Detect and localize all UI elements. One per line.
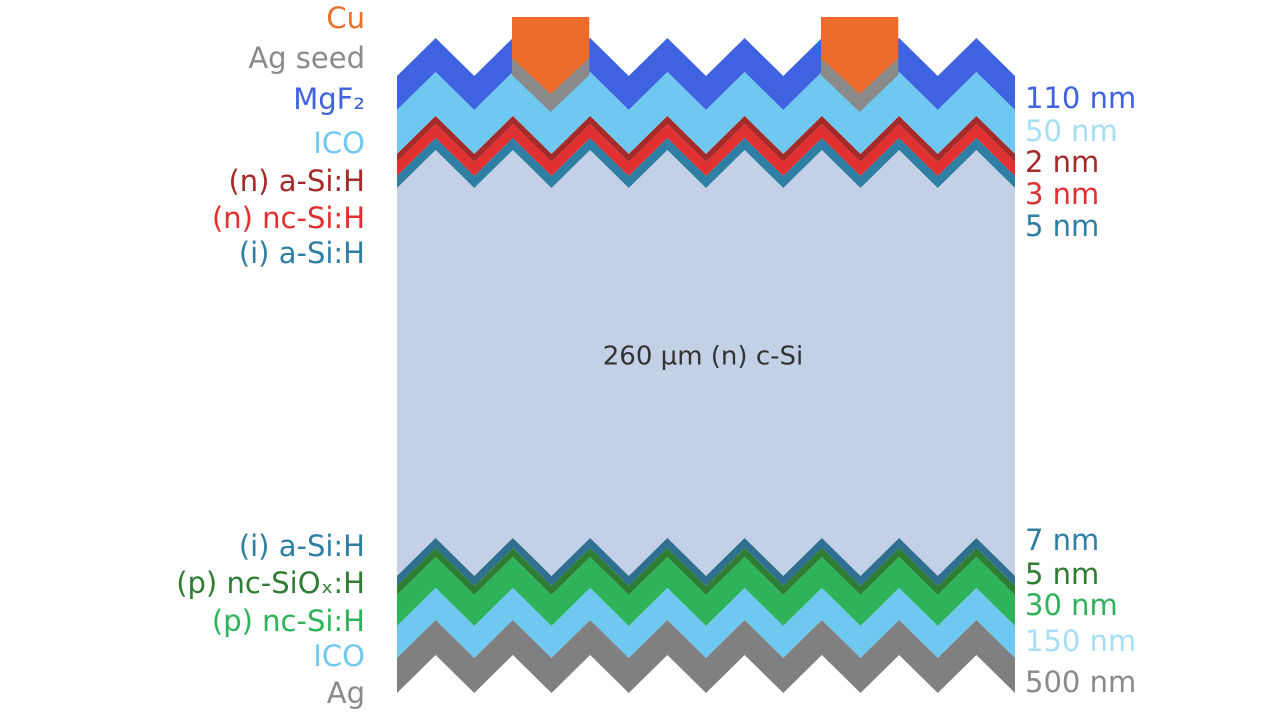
- layer-label: ICO: [313, 126, 365, 160]
- layer-label: (i) a-Si:H: [239, 236, 365, 270]
- layer-stack: [397, 17, 1015, 693]
- layer-label: (i) a-Si:H: [239, 529, 365, 563]
- layer-label: ICO: [313, 639, 365, 673]
- n-nc-si-layer: [397, 124, 1015, 176]
- i-a-si-layer: [397, 138, 1015, 188]
- thickness-label: 3 nm: [1025, 177, 1099, 211]
- layer-label: MgF₂: [293, 82, 365, 116]
- cu-finger: [821, 17, 899, 94]
- thickness-label: 110 nm: [1025, 81, 1136, 115]
- i-a-si-layer: [397, 538, 1015, 586]
- thickness-label: 5 nm: [1025, 557, 1099, 591]
- layer-label: (n) a-Si:H: [228, 164, 365, 198]
- ico-layer: [397, 588, 1015, 658]
- thickness-label: 500 nm: [1025, 665, 1136, 699]
- layer-label: (p) nc-SiOₓ:H: [176, 566, 365, 600]
- center-label: 260 µm (n) c-Si: [603, 342, 803, 372]
- thickness-label: 2 nm: [1025, 145, 1099, 179]
- ico-layer: [397, 72, 1015, 154]
- layer-label: (p) nc-Si:H: [212, 604, 365, 638]
- thickness-label: 5 nm: [1025, 209, 1099, 243]
- layer-label: Ag: [327, 676, 365, 710]
- thickness-label: 50 nm: [1025, 114, 1118, 148]
- thickness-label: 7 nm: [1025, 523, 1099, 557]
- thickness-label: 150 nm: [1025, 624, 1136, 658]
- p-nc-si-layer: [397, 557, 1015, 626]
- layer-label: (n) nc-Si:H: [212, 201, 365, 235]
- thickness-label: 30 nm: [1025, 588, 1118, 622]
- layer-label: Cu: [326, 1, 365, 35]
- cu-finger: [512, 17, 590, 94]
- layer-label: Ag seed: [248, 41, 365, 75]
- c-si-wafer: [397, 150, 1015, 576]
- ag-layer: [397, 620, 1015, 693]
